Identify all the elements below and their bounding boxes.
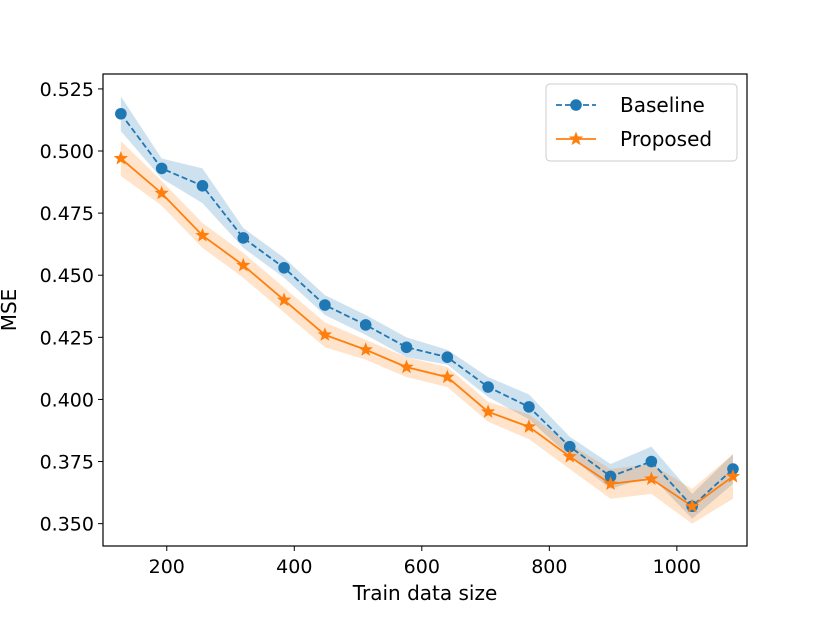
y-tick-label: 0.475: [40, 203, 94, 225]
proposed-point: [358, 342, 373, 356]
proposed-point: [603, 476, 618, 490]
baseline-point: [523, 401, 535, 413]
y-tick-label: 0.350: [40, 514, 94, 536]
baseline-point: [645, 455, 658, 468]
plot-frame: [102, 73, 748, 547]
x-axis-ticks: 200 400 600 800 1000: [149, 546, 701, 578]
y-tick-label: 0.450: [40, 265, 94, 287]
proposed-band: [120, 141, 733, 524]
proposed-point: [644, 471, 659, 485]
x-tick-label: 400: [276, 556, 312, 578]
x-axis-label: Train data size: [352, 581, 498, 605]
baseline-point: [400, 341, 413, 354]
y-tick-label: 0.375: [40, 452, 94, 474]
y-axis-ticks: 0.350 0.375 0.400 0.425 0.450 0.475 0.500 0.525: [40, 79, 103, 536]
baseline-band: [120, 96, 733, 519]
baseline-point: [237, 232, 250, 244]
series-markers: [113, 107, 741, 513]
y-tick-label: 0.400: [40, 389, 94, 411]
baseline-point: [278, 261, 290, 274]
legend-baseline-label: Baseline: [620, 93, 705, 117]
proposed-point: [276, 292, 292, 307]
baseline-point: [482, 381, 494, 393]
baseline-point: [115, 107, 127, 120]
proposed-point: [154, 185, 169, 200]
proposed-point: [685, 498, 700, 513]
y-axis-label: MSE: [0, 289, 21, 332]
y-tick-label: 0.425: [40, 327, 94, 349]
proposed-point: [317, 327, 333, 341]
proposed-point: [113, 150, 128, 165]
baseline-point: [563, 440, 576, 453]
legend-proposed-marker: [568, 131, 584, 146]
baseline-point: [196, 179, 209, 192]
y-tick-label: 0.525: [40, 79, 94, 101]
legend: Baseline Proposed: [545, 83, 738, 162]
baseline-point: [155, 162, 168, 175]
x-tick-label: 1000: [653, 556, 701, 578]
proposed-point: [521, 419, 537, 433]
baseline-point: [319, 299, 331, 311]
proposed-point: [480, 404, 496, 418]
baseline-point: [359, 319, 372, 331]
proposed-point: [236, 257, 251, 272]
baseline-point: [441, 351, 454, 364]
series-lines: [120, 113, 734, 508]
x-tick-label: 200: [149, 556, 185, 578]
proposed-point: [440, 369, 455, 384]
proposed-line: [120, 157, 734, 508]
legend-proposed-label: Proposed: [620, 127, 712, 151]
x-tick-label: 800: [531, 556, 567, 578]
legend-baseline-marker: [570, 99, 582, 111]
confidence-bands: [120, 96, 733, 524]
x-tick-label: 600: [404, 556, 440, 578]
baseline-line: [120, 113, 734, 508]
legend-box: [545, 83, 738, 162]
proposed-point: [195, 227, 210, 242]
y-tick-label: 0.500: [40, 141, 94, 163]
proposed-point: [399, 359, 414, 374]
proposed-point: [725, 468, 741, 483]
proposed-point: [562, 449, 577, 463]
